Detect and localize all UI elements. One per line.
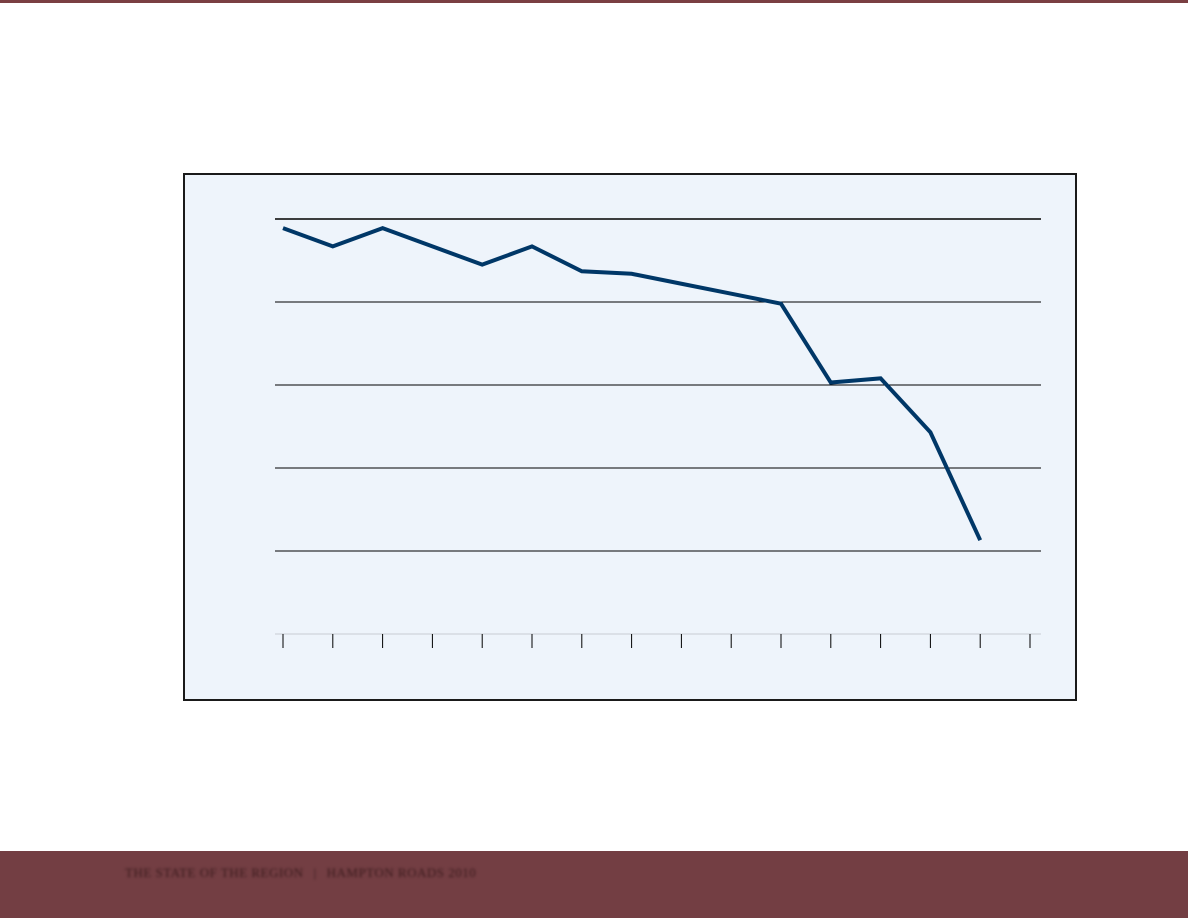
footer-title: THE STATE OF THE REGION: [125, 865, 304, 880]
series-line: [282, 225, 983, 542]
chart-panel: [183, 173, 1077, 701]
footer-text: THE STATE OF THE REGION | HAMPTON ROADS 20…: [125, 865, 476, 881]
footer-separator: |: [313, 865, 317, 880]
top-accent-bar: [0, 0, 1188, 3]
footer-bar: THE STATE OF THE REGION | HAMPTON ROADS 20…: [0, 851, 1188, 918]
line-chart: [275, 218, 1041, 648]
footer-subtitle: HAMPTON ROADS 2010: [326, 865, 477, 880]
